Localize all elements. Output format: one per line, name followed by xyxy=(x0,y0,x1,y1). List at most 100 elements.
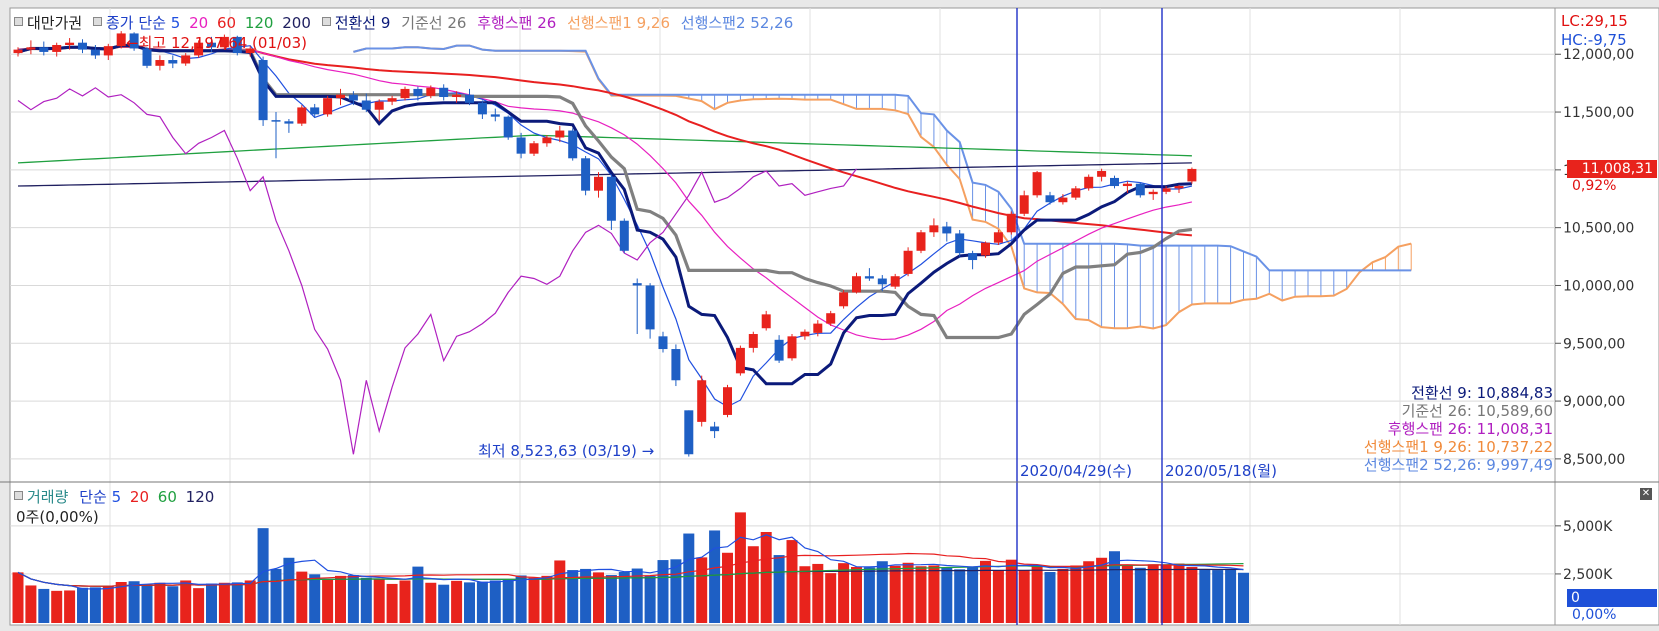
volume-zero-label: 0주(0,00%) xyxy=(16,508,99,526)
volume-bar xyxy=(154,582,166,623)
volume-bar xyxy=(1225,568,1237,623)
volume-ma20-label[interactable]: 20 xyxy=(129,488,149,506)
candle-body xyxy=(774,339,784,361)
volume-bar xyxy=(1212,570,1224,623)
volume-ma120-label[interactable]: 120 xyxy=(185,488,215,506)
candle-body xyxy=(297,107,307,124)
volume-bar xyxy=(773,555,785,623)
volume-bar xyxy=(618,572,630,623)
ma-type-label[interactable]: 단순 xyxy=(138,14,166,32)
close-label[interactable]: 종가 xyxy=(105,14,134,32)
volume-bar xyxy=(231,582,243,623)
candle xyxy=(1045,191,1055,205)
candle xyxy=(323,95,333,117)
candle-body xyxy=(116,33,126,47)
ma60-label[interactable]: 60 xyxy=(216,14,237,32)
volume-bar xyxy=(1134,567,1146,623)
volume-bar xyxy=(464,582,475,623)
candle-body xyxy=(761,314,771,329)
volume-y-tick-label: 5,000K xyxy=(1563,519,1613,535)
candle-body xyxy=(697,380,707,422)
candle-body xyxy=(439,87,449,98)
volume-bar xyxy=(747,546,759,623)
y-axis-pane xyxy=(1554,7,1659,626)
candle-body xyxy=(142,48,152,66)
y-tick-label: 9,500,00 xyxy=(1563,336,1625,352)
candle xyxy=(232,35,242,56)
tenkan-line xyxy=(17,44,1192,386)
candle-body xyxy=(1019,195,1029,214)
candle-body xyxy=(78,42,87,50)
y-tick-label: 12,000,00 xyxy=(1563,47,1634,63)
volume-bar xyxy=(722,552,733,623)
candle xyxy=(426,85,436,99)
volume-bar xyxy=(1044,572,1056,623)
candle xyxy=(955,229,965,257)
candle-body xyxy=(387,98,397,102)
candle xyxy=(1161,186,1171,195)
readout-tenkan: 전환선 9: 10,884,83 xyxy=(1411,384,1553,402)
volume-bar xyxy=(967,567,979,623)
candle xyxy=(916,229,926,254)
senkou2-label[interactable]: 선행스팬2 52,26 xyxy=(680,14,794,32)
tenkan-label[interactable]: 전환선 9 xyxy=(334,14,391,32)
ma5-label[interactable]: 5 xyxy=(170,14,181,32)
candle-body xyxy=(813,323,823,333)
volume-bar xyxy=(141,584,153,623)
y-tick-label: 8,500,00 xyxy=(1563,452,1625,468)
candle-body xyxy=(413,88,423,96)
candle-body xyxy=(1058,197,1068,203)
volume-bar xyxy=(902,562,914,623)
candle xyxy=(1148,189,1158,200)
volume-bar xyxy=(283,557,295,623)
instrument-name: 대만가권 xyxy=(27,14,83,32)
ma200-label[interactable]: 200 xyxy=(282,14,311,32)
volume-bar xyxy=(928,565,940,623)
candle-body xyxy=(542,137,552,144)
volume-bar xyxy=(541,575,553,623)
ma20-label[interactable]: 20 xyxy=(189,14,209,32)
legend-square-icon xyxy=(14,491,23,500)
right-arrow-icon: → xyxy=(636,442,655,460)
volume-bar xyxy=(657,560,669,623)
ma120-label[interactable]: 120 xyxy=(244,14,274,32)
candle xyxy=(413,86,423,101)
candle xyxy=(710,421,720,439)
candle xyxy=(774,335,784,363)
candle xyxy=(1019,190,1029,217)
candle-body xyxy=(581,158,591,191)
volume-ma60-label[interactable]: 60 xyxy=(157,488,177,506)
volume-title[interactable]: 거래량 xyxy=(27,488,69,506)
candle xyxy=(13,47,23,57)
candle-body xyxy=(968,253,978,261)
volume-bar xyxy=(12,572,24,623)
candle-body xyxy=(942,226,952,234)
vline2-date: 2020/05/18(월) xyxy=(1165,462,1277,480)
candle xyxy=(477,100,487,119)
volume-ma5-line xyxy=(17,534,1244,590)
candle xyxy=(207,36,216,52)
volume-bar xyxy=(347,575,359,623)
candle-body xyxy=(1006,213,1016,233)
kijun-label[interactable]: 기준선 26 xyxy=(401,14,467,32)
indicator-readouts: 전환선 9: 10,884,83 기준선 26: 10,589,60 후행스팬 … xyxy=(1364,384,1553,474)
candle xyxy=(993,229,1003,245)
candle-body xyxy=(181,55,191,64)
volume-bar xyxy=(128,581,140,623)
lc-value: LC:29,15 xyxy=(1561,12,1628,30)
candle-body xyxy=(207,42,216,48)
left-arrow-icon: ← xyxy=(126,34,139,52)
candle-body xyxy=(232,36,242,54)
volume-ma5-label[interactable]: 5 xyxy=(111,488,122,506)
close-icon[interactable]: ✕ xyxy=(1640,488,1652,500)
candle-body xyxy=(1135,183,1145,196)
legend-square-icon xyxy=(92,17,102,26)
candle xyxy=(1174,184,1184,193)
senkou1-label[interactable]: 선행스팬1 9,26 xyxy=(567,14,670,32)
volume-ma-type[interactable]: 단순 xyxy=(79,488,107,506)
chikou-label[interactable]: 후행스팬 26 xyxy=(477,14,557,32)
candle-body xyxy=(1148,191,1158,195)
candle-body xyxy=(310,107,320,115)
